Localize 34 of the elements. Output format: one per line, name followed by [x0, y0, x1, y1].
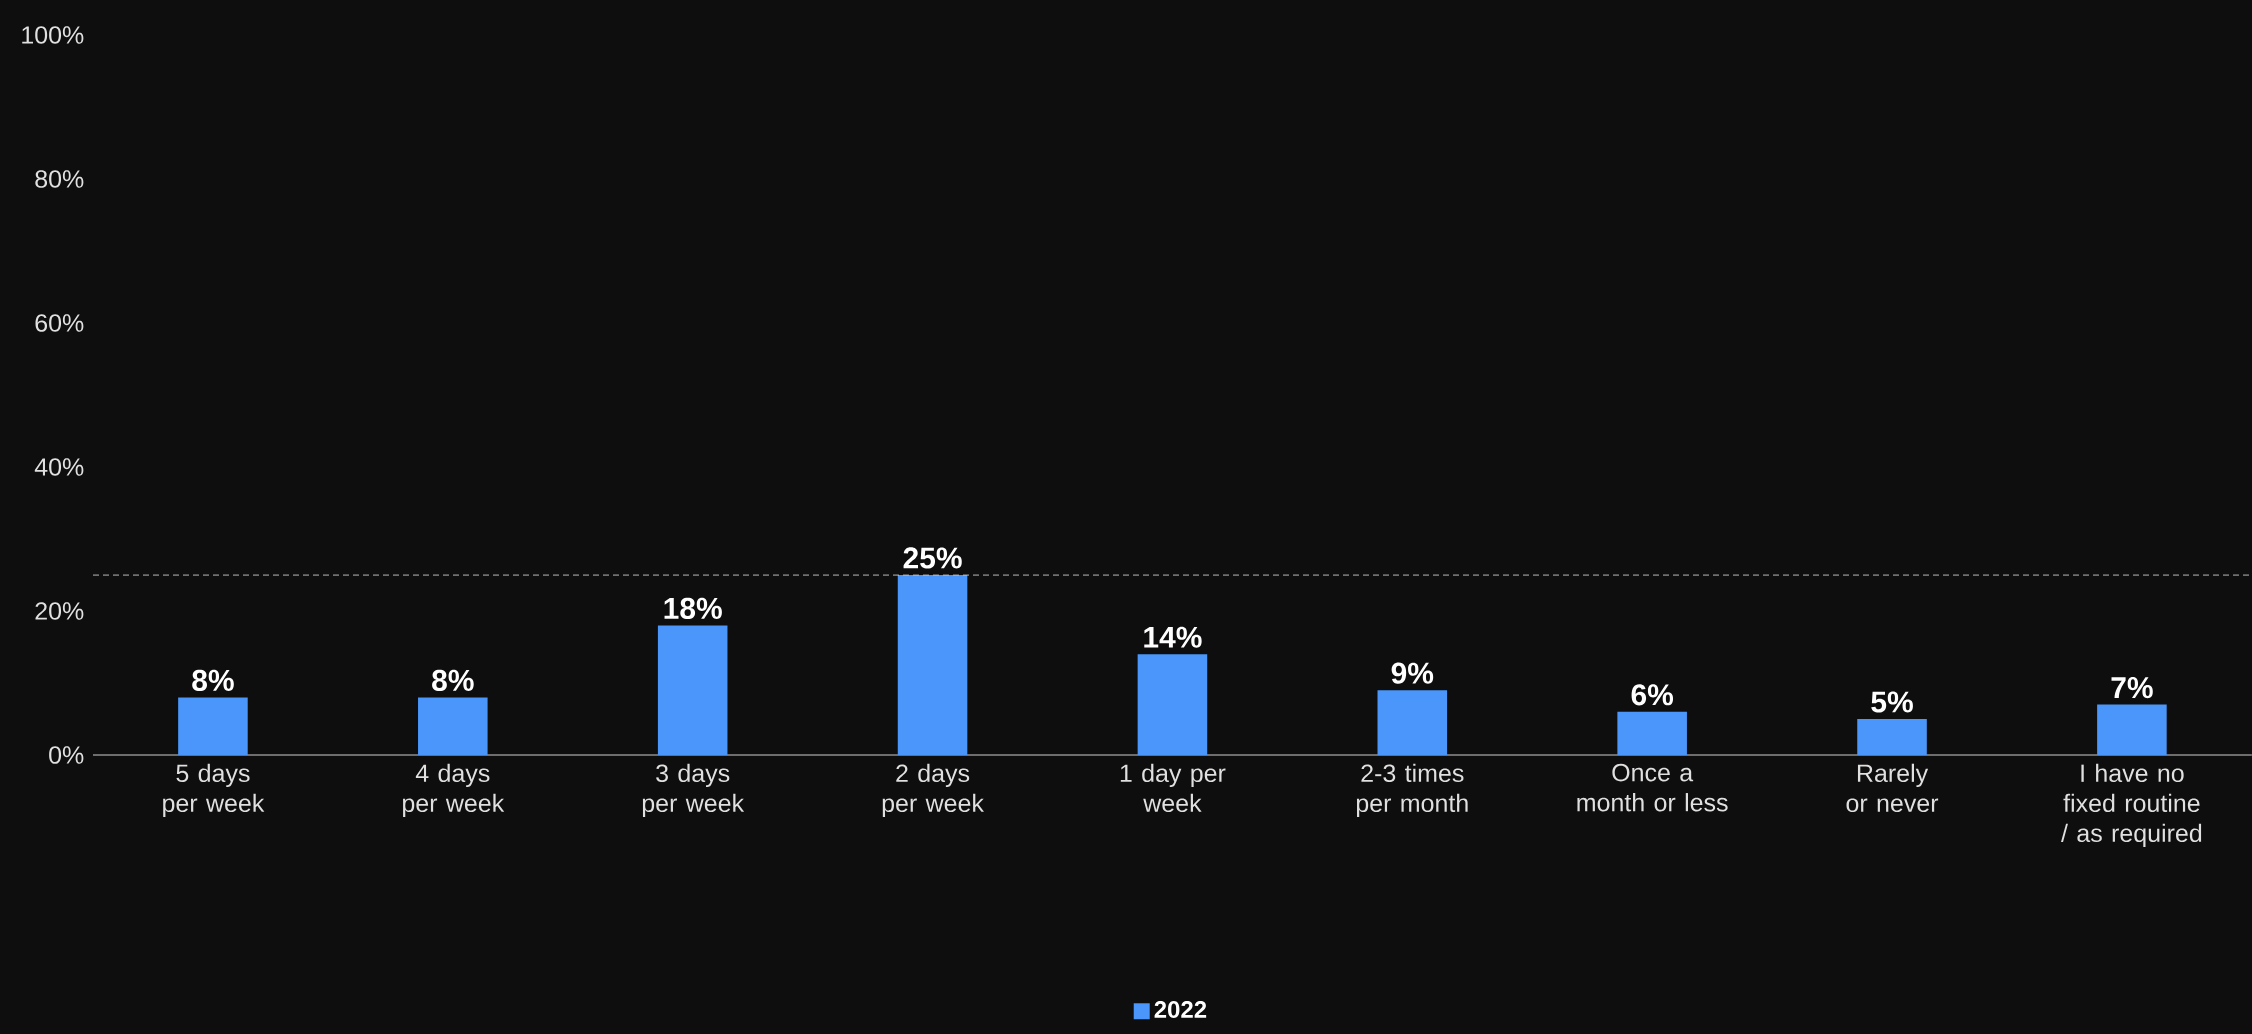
y-tick-label: 80%: [35, 170, 84, 188]
data-label: 18%: [664, 597, 722, 619]
y-tick-label: 100%: [22, 26, 84, 44]
y-tick-label: 20%: [35, 602, 84, 620]
data-label: 9%: [1391, 662, 1434, 684]
bar: [657, 625, 728, 756]
data-label: 7%: [2111, 677, 2153, 699]
x-tick-label: 2 days per week: [882, 763, 984, 818]
bar: [178, 697, 248, 756]
bar: [897, 575, 968, 756]
x-tick-label: 5 days per week: [163, 763, 265, 818]
x-tick-label: 2-3 times per month: [1356, 763, 1468, 818]
y-tick-label: 40%: [34, 458, 84, 476]
x-tick-label: 4 days per week: [403, 763, 505, 818]
bar: [2097, 704, 2167, 756]
x-tick-label: Once a month or less: [1577, 763, 1728, 812]
y-tick-label: 0%: [49, 746, 84, 764]
x-tick-label: 3 days per week: [642, 763, 745, 818]
bar: [1617, 711, 1687, 756]
y-tick-label: 60%: [35, 314, 84, 332]
legend-label: 2022: [1154, 1001, 1207, 1018]
data-label: 6%: [1631, 684, 1674, 706]
data-label: 5%: [1871, 691, 1913, 713]
data-label: 8%: [432, 669, 474, 691]
x-tick-label: I have no fixed routine / as required: [2061, 763, 2202, 848]
x-tick-label: 1 day per week: [1120, 763, 1226, 813]
data-label: 8%: [192, 669, 234, 691]
data-label: 14%: [1144, 626, 1202, 648]
bar: [1377, 690, 1448, 756]
data-label: 25%: [903, 547, 962, 569]
x-tick-label: Rarely or never: [1846, 763, 1939, 813]
bar: [1857, 719, 1927, 756]
bar: [1137, 654, 1208, 756]
bar: [418, 697, 488, 756]
